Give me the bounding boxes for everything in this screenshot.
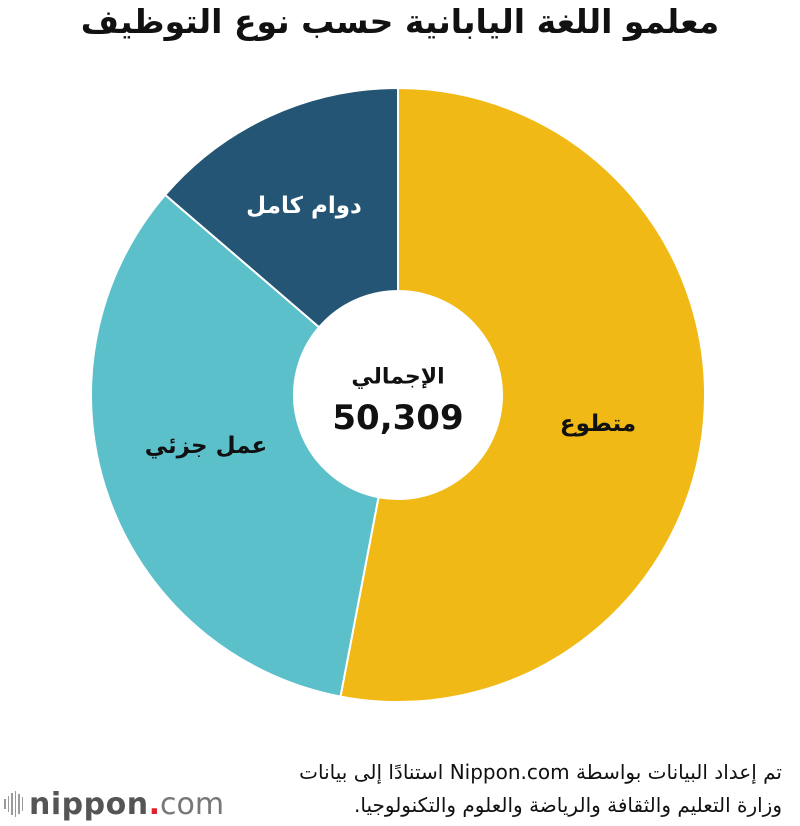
slice-full-time [163, 86, 399, 329]
segment-label-volunteer: متطوع [559, 411, 637, 437]
source-line-1: تم إعداد البيانات بواسطة Nippon.com استن… [299, 760, 782, 784]
logo-dot: . [148, 786, 160, 822]
slice-volunteer [339, 86, 706, 703]
total-label: الإجمالي [351, 364, 445, 390]
segment-label-part-time: عمل جزئي [144, 433, 268, 459]
nippon-logo: nippon. com [4, 786, 224, 822]
source-line-2: وزارة التعليم والثقافة والرياضة والعلوم … [354, 793, 782, 817]
source-note: تم إعداد البيانات بواسطة Nippon.com استن… [222, 756, 782, 822]
logo-name: nippon [29, 786, 149, 822]
total-value: 50,309 [332, 398, 464, 438]
segment-label-full-time: دوام كامل [246, 193, 362, 219]
slice-part-time [90, 193, 380, 698]
sound-bars-icon [4, 791, 23, 817]
chart-title: معلمو اللغة اليابانية حسب نوع التوظيف [80, 2, 720, 41]
logo-suffix: com [159, 786, 225, 822]
